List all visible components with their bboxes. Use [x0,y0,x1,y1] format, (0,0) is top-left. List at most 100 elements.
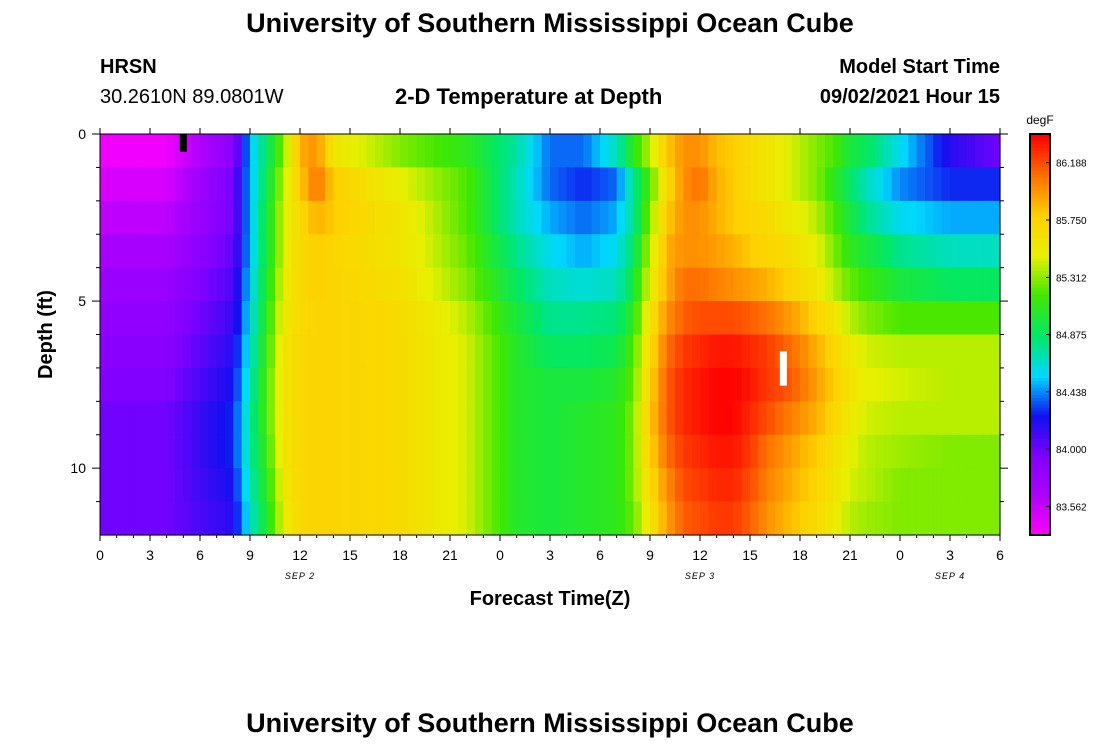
heatmap-cell [466,167,476,202]
heatmap-cell [783,167,793,202]
heatmap-cell [433,434,443,469]
heatmap-cell [783,401,793,436]
heatmap-cell [525,234,534,269]
heatmap-cell [575,367,584,402]
heatmap-cell [766,401,776,436]
heatmap-cell [100,468,109,503]
heatmap-cell [275,501,284,536]
heatmap-cell [575,334,584,369]
heatmap-cell [208,267,218,302]
heatmap-cell [875,367,884,402]
heatmap-cell [991,334,1001,369]
heatmap-cell [300,334,309,369]
heatmap-cell [100,200,109,235]
heatmap-cell [258,134,268,169]
heatmap-cell [633,234,643,269]
heatmap-cell [108,301,118,336]
heatmap-cell [658,234,668,269]
heatmap-cell [516,267,526,302]
heatmap-cell [750,401,759,436]
heatmap-cell [625,134,634,169]
heatmap-cell [583,267,593,302]
heatmap-cell [200,167,209,202]
heatmap-cell [550,134,559,169]
heatmap-cell [308,301,318,336]
heatmap-cell [191,267,201,302]
heatmap-cell [383,468,393,503]
heatmap-cell [975,234,984,269]
heatmap-cell [558,367,568,402]
heatmap-cell [266,367,276,402]
heatmap-cell [791,267,801,302]
heatmap-cell [375,501,384,536]
heatmap-cell [425,434,434,469]
heatmap-cell [741,434,751,469]
colorbar-segment [1030,214,1050,219]
heatmap-cell [658,401,668,436]
heatmap-cell [683,167,693,202]
heatmap-cell [641,434,651,469]
colorbar-segment [1030,160,1050,165]
colorbar-segment [1030,327,1050,332]
heatmap-cell [350,134,359,169]
heatmap-cell [716,267,726,302]
heatmap-cell [491,200,501,235]
heatmap-cell [658,468,668,503]
colorbar-segment [1030,498,1050,503]
heatmap-cell [650,334,659,369]
heatmap-cell [291,167,301,202]
heatmap-cell [933,367,943,402]
heatmap-cell [825,234,834,269]
heatmap-cell [583,401,593,436]
heatmap-cell [116,434,126,469]
colorbar-segment [1030,418,1050,422]
heatmap-cell [383,267,393,302]
heatmap-cell [550,401,559,436]
heatmap-cell [325,401,334,436]
heatmap-cell [916,434,926,469]
heatmap-cell [158,501,168,536]
heatmap-cell [916,134,926,169]
heatmap-cell [291,200,301,235]
heatmap-cell [275,334,284,369]
heatmap-cell [408,367,418,402]
heatmap-cell [683,267,693,302]
heatmap-cell [991,167,1001,202]
heatmap-cell [366,501,376,536]
heatmap-cell [483,401,493,436]
x-tick-label: 3 [546,547,554,563]
heatmap-cell [300,301,309,336]
heatmap-cell [816,468,826,503]
heatmap-cell [625,267,634,302]
heatmap-cell [366,134,376,169]
heatmap-cell [916,301,926,336]
heatmap-cell [783,234,793,269]
heatmap-cell [683,434,693,469]
heatmap-cell [416,401,426,436]
heatmap-cell [500,301,509,336]
colorbar-segment [1030,247,1050,252]
heatmap-cell [125,501,134,536]
heatmap-cell [958,301,968,336]
heatmap-cell [808,167,818,202]
heatmap-cell [233,301,243,336]
colorbar-segment [1030,421,1050,426]
heatmap-cell [775,501,784,536]
heatmap-cell [558,200,568,235]
heatmap-cell [358,367,368,402]
heatmap-cell [950,134,959,169]
heatmap-cell [300,434,309,469]
heatmap-cell [291,234,301,269]
heatmap-cell [425,334,434,369]
heatmap-cell [458,200,468,235]
heatmap-cell [875,501,884,536]
heatmap-cell [233,468,243,503]
heatmap-cell [258,301,268,336]
heatmap-cell [758,501,768,536]
heatmap-cell [541,401,551,436]
heatmap-cell [816,301,826,336]
heatmap-cell [558,134,568,169]
x-tick-label: 9 [246,547,254,563]
heatmap-cell [233,134,243,169]
heatmap-cell [766,501,776,536]
